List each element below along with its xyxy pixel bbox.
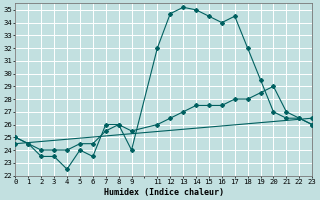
- X-axis label: Humidex (Indice chaleur): Humidex (Indice chaleur): [104, 188, 224, 197]
